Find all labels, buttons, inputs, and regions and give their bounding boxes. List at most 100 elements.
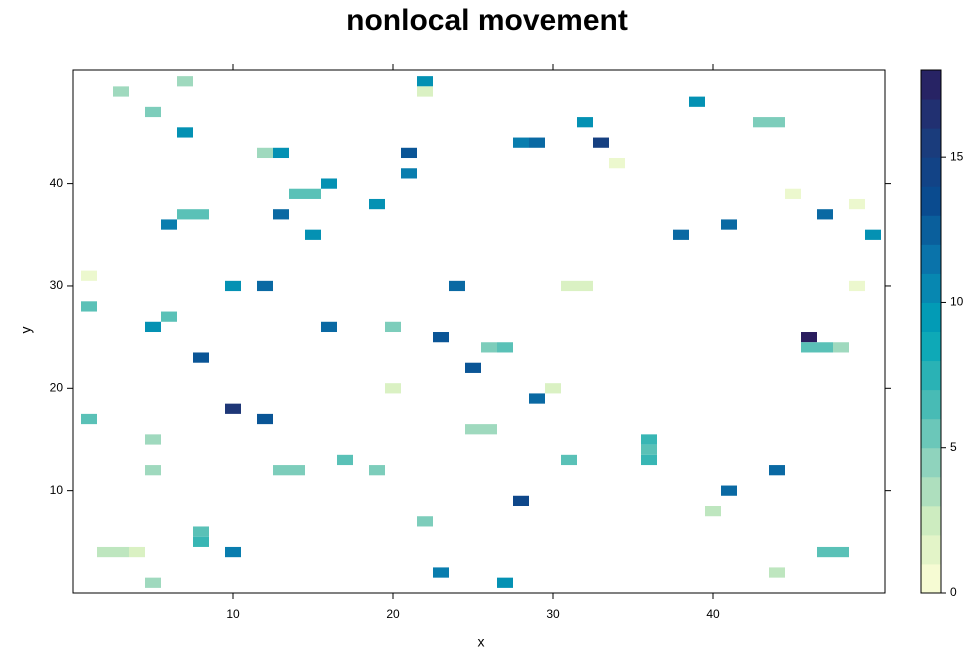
cell — [721, 485, 737, 496]
key-band — [921, 70, 941, 100]
cell — [513, 137, 529, 148]
cell — [273, 209, 289, 220]
key-tick-label: 5 — [950, 440, 957, 454]
cell — [801, 332, 817, 343]
cell — [401, 168, 417, 179]
cell — [529, 393, 545, 404]
cell — [417, 86, 433, 97]
cell — [385, 321, 401, 333]
x-axis-label: x — [478, 634, 485, 650]
cell — [481, 424, 497, 435]
cell — [577, 280, 593, 292]
cell — [289, 465, 305, 476]
cell — [689, 96, 705, 107]
cell — [145, 106, 161, 118]
key-band — [921, 128, 941, 158]
key-band — [921, 157, 941, 187]
key-band — [921, 418, 941, 449]
cell — [145, 321, 161, 333]
key-band — [921, 505, 941, 536]
y-axis-label: y — [18, 327, 34, 334]
cell — [177, 76, 193, 87]
cell — [465, 362, 481, 373]
key-band — [921, 186, 941, 216]
x-tick-label: 10 — [226, 607, 240, 621]
plot-frame — [72, 69, 886, 594]
cell — [273, 465, 289, 476]
cell — [449, 280, 465, 292]
key-band — [921, 215, 941, 245]
cells — [81, 76, 881, 588]
cell — [305, 188, 321, 199]
cell — [177, 209, 193, 220]
y-tick-label: 30 — [50, 278, 64, 292]
key-tick-label: 15 — [950, 149, 964, 163]
cell — [145, 434, 161, 445]
cell — [177, 127, 193, 138]
key-frame — [920, 69, 942, 594]
cell — [705, 506, 721, 517]
cell — [833, 342, 849, 353]
y-tick-label: 20 — [50, 380, 64, 394]
cell — [81, 301, 97, 312]
cell — [321, 321, 337, 333]
cell — [193, 536, 209, 547]
cell — [225, 280, 241, 292]
cell — [529, 137, 545, 148]
x-tick-label: 20 — [386, 607, 400, 621]
cell — [193, 526, 209, 537]
cell — [81, 413, 97, 425]
cell — [273, 147, 289, 159]
cell — [145, 577, 161, 588]
y-tick-label: 10 — [50, 483, 64, 497]
cell — [609, 158, 625, 169]
cell — [833, 546, 849, 558]
cell — [769, 117, 785, 128]
cell — [513, 495, 529, 507]
cell — [865, 229, 881, 240]
cell — [321, 178, 337, 189]
key-band — [921, 273, 941, 303]
key-band — [921, 360, 941, 391]
cell — [721, 219, 737, 230]
cell — [113, 86, 129, 97]
chart-title: nonlocal movement — [346, 4, 628, 37]
cell — [849, 280, 865, 292]
y-tick-label: 40 — [50, 176, 64, 190]
key-band — [921, 389, 941, 420]
key-band — [921, 447, 941, 478]
cell — [545, 383, 561, 394]
cell — [801, 342, 817, 353]
key-tick-label: 0 — [950, 585, 957, 599]
cell — [369, 198, 385, 210]
cell — [337, 454, 353, 466]
cell — [481, 342, 497, 353]
key-band — [921, 331, 941, 362]
key-band — [921, 302, 941, 332]
cell — [593, 137, 609, 148]
x-tick-label: 40 — [706, 607, 720, 621]
cell — [433, 332, 449, 343]
cell — [257, 413, 273, 425]
cell — [561, 280, 577, 292]
cell — [97, 546, 113, 558]
cell — [465, 424, 481, 435]
key-band — [921, 244, 941, 274]
cell — [641, 444, 657, 455]
cell — [817, 342, 833, 353]
cell — [641, 454, 657, 466]
cell — [193, 209, 209, 220]
key-band — [921, 476, 941, 507]
cell — [785, 188, 801, 199]
cell — [417, 76, 433, 87]
cell — [497, 342, 513, 353]
cell — [769, 567, 785, 578]
cell — [433, 567, 449, 578]
cell — [225, 403, 241, 414]
cell — [257, 147, 273, 159]
cell — [849, 198, 865, 210]
cell — [385, 383, 401, 394]
color-key: 0 5 10 15 — [920, 69, 964, 599]
cell — [753, 117, 769, 128]
